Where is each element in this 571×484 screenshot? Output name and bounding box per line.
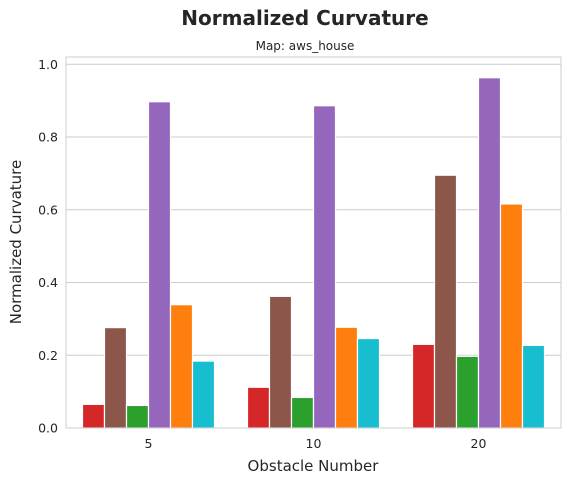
x-tick-labels: 5 10 20	[145, 436, 487, 451]
x-tick-label: 20	[471, 436, 487, 451]
bar-20-series-6	[521, 344, 546, 429]
bars	[81, 77, 546, 429]
x-tick-label: 5	[145, 436, 153, 451]
bar-10-series-6	[356, 337, 381, 429]
x-tick-label: 10	[306, 436, 322, 451]
y-tick-label: 0.6	[38, 202, 58, 217]
bar-10-series-1	[246, 386, 271, 429]
y-tick-label: 0.0	[38, 421, 58, 436]
bar-20-series-5	[499, 203, 524, 429]
chart-title: Normalized Curvature	[181, 6, 428, 30]
bar-5-series-6	[191, 360, 216, 429]
y-tick-label: 1.0	[38, 57, 58, 72]
bar-10-series-5	[334, 326, 359, 429]
bar-5-series-4	[147, 101, 172, 429]
bar-10-series-3	[290, 396, 315, 429]
bar-5-series-5	[169, 304, 194, 429]
y-axis-label: Normalized Curvature	[7, 160, 25, 325]
chart-subtitle: Map: aws_house	[256, 39, 355, 53]
bar-20-series-3	[455, 355, 480, 429]
bar-10-series-2	[268, 295, 293, 429]
bar-20-series-2	[433, 174, 458, 429]
bar-10-series-4	[312, 105, 337, 429]
y-tick-label: 0.2	[38, 348, 58, 363]
bar-5-series-2	[103, 327, 128, 429]
y-tick-labels: 0.0 0.2 0.4 0.6 0.8 1.0	[38, 57, 58, 436]
y-tick-label: 0.4	[38, 275, 58, 290]
bar-5-series-3	[125, 404, 150, 429]
bar-5-series-1	[81, 403, 106, 429]
bar-20-series-4	[477, 77, 502, 429]
x-axis-label: Obstacle Number	[248, 457, 380, 475]
y-tick-label: 0.8	[38, 130, 58, 145]
bar-20-series-1	[411, 343, 436, 429]
plot-frame	[65, 56, 562, 429]
